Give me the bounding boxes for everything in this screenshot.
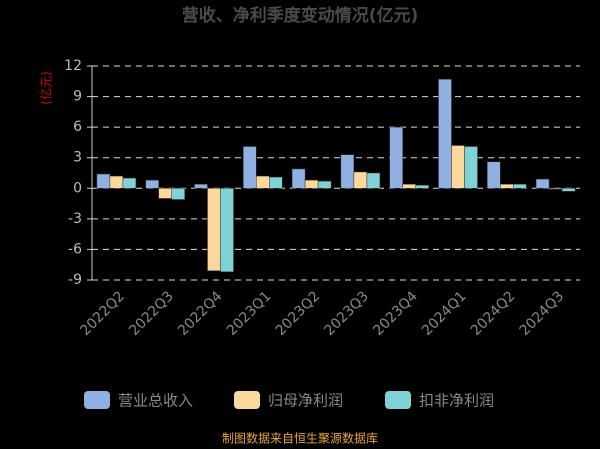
legend-swatch <box>385 391 411 409</box>
bar <box>269 176 283 189</box>
bar <box>291 168 306 189</box>
bar <box>353 171 368 189</box>
bar <box>464 146 478 189</box>
y-tick-label: 6 <box>73 119 82 135</box>
legend-label: 归母净利润 <box>268 392 343 410</box>
y-tick-label: -3 <box>68 211 82 227</box>
legend-swatch <box>84 391 110 409</box>
bar <box>366 172 381 189</box>
bar <box>340 154 355 189</box>
bar <box>304 179 319 189</box>
bar <box>122 177 137 189</box>
x-tick-label: 2024Q3 <box>517 288 568 339</box>
x-tick-label: 2023Q3 <box>321 288 372 339</box>
x-tick-label: 2022Q2 <box>77 288 128 339</box>
x-tick-label: 2024Q2 <box>468 288 519 339</box>
bar <box>535 178 550 189</box>
y-tick-label: 3 <box>73 150 82 166</box>
bar <box>317 180 332 189</box>
source-note: 制图数据来自恒生聚源数据库 <box>222 431 378 446</box>
x-tick-label: 2023Q4 <box>370 288 421 339</box>
bar <box>500 183 514 189</box>
bar <box>207 188 221 272</box>
bar <box>389 126 403 189</box>
y-tick-label: 9 <box>73 89 82 105</box>
x-tick-label: 2022Q4 <box>175 288 226 339</box>
bar <box>145 179 159 189</box>
chart-title: 营收、净利季度变动情况(亿元) <box>182 5 419 26</box>
y-axis-label: (亿元) <box>39 71 54 104</box>
y-tick-label: -9 <box>68 272 82 288</box>
bar <box>438 78 452 189</box>
bar <box>171 188 185 200</box>
legend-label: 营业总收入 <box>118 392 193 410</box>
bar <box>451 145 465 189</box>
x-tick-label: 2024Q1 <box>419 288 470 339</box>
bar <box>415 184 429 189</box>
bar <box>256 175 270 189</box>
y-tick-label: 12 <box>64 58 82 74</box>
x-tick-label: 2023Q1 <box>224 288 275 339</box>
bar <box>243 146 257 189</box>
bar <box>513 183 527 189</box>
bar <box>561 188 576 192</box>
bar <box>548 188 563 190</box>
legend-label: 扣非净利润 <box>419 392 494 410</box>
y-tick-label: -6 <box>68 241 82 257</box>
y-tick-label: 0 <box>73 180 82 196</box>
bar <box>109 175 124 189</box>
legend-swatch <box>234 391 260 409</box>
bar <box>194 183 208 189</box>
x-tick-label: 2023Q2 <box>273 288 324 339</box>
bar <box>96 173 111 189</box>
bar <box>487 161 501 189</box>
bar <box>220 188 234 273</box>
bar <box>158 188 172 199</box>
x-tick-label: 2022Q3 <box>126 288 177 339</box>
bar <box>402 183 416 189</box>
